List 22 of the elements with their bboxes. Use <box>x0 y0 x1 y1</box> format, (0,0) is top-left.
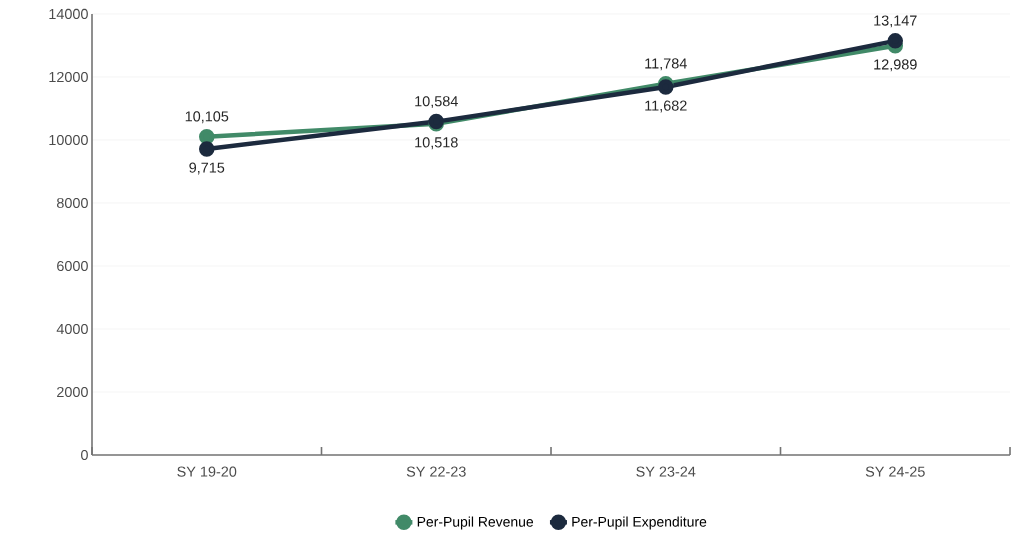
y-tick-label: 12000 <box>49 71 88 83</box>
x-tick-label: SY 24-25 <box>865 466 925 477</box>
y-tick-label: 0 <box>81 449 88 461</box>
data-label: 13,147 <box>874 15 917 28</box>
x-tick-label: SY 19-20 <box>177 466 237 477</box>
data-label: 11,682 <box>645 100 687 113</box>
data-label: 11,784 <box>645 58 687 71</box>
data-label: 12,989 <box>874 59 917 72</box>
y-tick-label: 2000 <box>57 386 88 398</box>
y-tick-label: 10000 <box>49 134 88 146</box>
legend-label: Per-Pupil Expenditure <box>572 516 707 530</box>
data-label: 9,715 <box>189 162 225 175</box>
y-tick-label: 4000 <box>56 323 88 335</box>
legend-label: Per-Pupil Revenue <box>417 516 534 530</box>
y-tick-label: 14000 <box>49 8 88 20</box>
x-tick-label: SY 22-23 <box>406 466 466 477</box>
y-tick-label: 6000 <box>57 260 88 272</box>
y-tick-label: 8000 <box>56 197 88 209</box>
data-label: 10,584 <box>415 96 458 109</box>
x-tick-label: SY 23-24 <box>636 466 696 477</box>
data-label: 10,105 <box>185 111 229 124</box>
data-label: 10,518 <box>415 137 458 150</box>
